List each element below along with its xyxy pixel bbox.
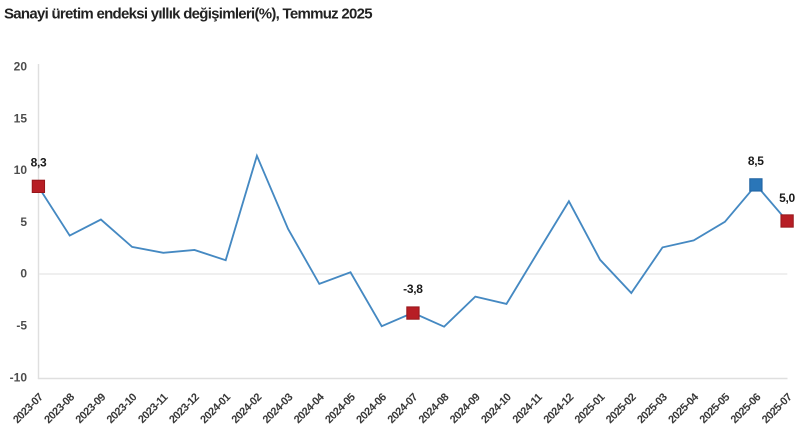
svg-text:2025-05: 2025-05	[697, 391, 732, 426]
svg-text:10: 10	[14, 163, 28, 177]
svg-text:-5: -5	[16, 319, 27, 333]
svg-text:8,5: 8,5	[748, 154, 764, 168]
svg-text:2025-01: 2025-01	[573, 391, 608, 426]
svg-text:20: 20	[14, 60, 28, 74]
svg-text:2024-04: 2024-04	[292, 391, 328, 427]
svg-text:-10: -10	[10, 370, 28, 384]
svg-text:2023-09: 2023-09	[73, 391, 108, 426]
svg-text:2024-08: 2024-08	[417, 391, 452, 426]
svg-text:2023-10: 2023-10	[105, 391, 140, 426]
svg-text:2023-12: 2023-12	[167, 391, 202, 426]
svg-text:2024-01: 2024-01	[198, 391, 233, 426]
svg-text:8,3: 8,3	[31, 155, 47, 169]
svg-text:2024-06: 2024-06	[354, 391, 389, 426]
svg-text:2024-10: 2024-10	[479, 391, 514, 426]
svg-text:0: 0	[20, 267, 27, 281]
svg-text:2023-11: 2023-11	[136, 391, 170, 425]
svg-text:2024-07: 2024-07	[385, 391, 420, 426]
svg-text:2024-03: 2024-03	[261, 391, 296, 426]
svg-text:2025-02: 2025-02	[604, 391, 639, 426]
svg-text:2024-02: 2024-02	[229, 391, 264, 426]
svg-text:2025-03: 2025-03	[635, 391, 670, 426]
svg-text:2024-09: 2024-09	[448, 391, 483, 426]
svg-text:2023-08: 2023-08	[42, 391, 77, 426]
svg-text:2025-04: 2025-04	[666, 391, 702, 427]
svg-text:Sanayi üretim endeksi yıllık d: Sanayi üretim endeksi yıllık değişimleri…	[4, 6, 372, 23]
svg-text:5: 5	[20, 215, 27, 229]
svg-text:2025-06: 2025-06	[729, 391, 764, 426]
svg-text:2024-05: 2024-05	[323, 391, 358, 426]
svg-text:2024-11: 2024-11	[511, 391, 545, 425]
svg-text:5,0: 5,0	[779, 191, 795, 205]
svg-text:2025-07: 2025-07	[760, 391, 795, 426]
svg-text:2023-07: 2023-07	[11, 391, 46, 426]
svg-text:15: 15	[14, 111, 28, 125]
svg-text:2024-12: 2024-12	[541, 391, 576, 426]
svg-text:-3,8: -3,8	[403, 282, 423, 296]
